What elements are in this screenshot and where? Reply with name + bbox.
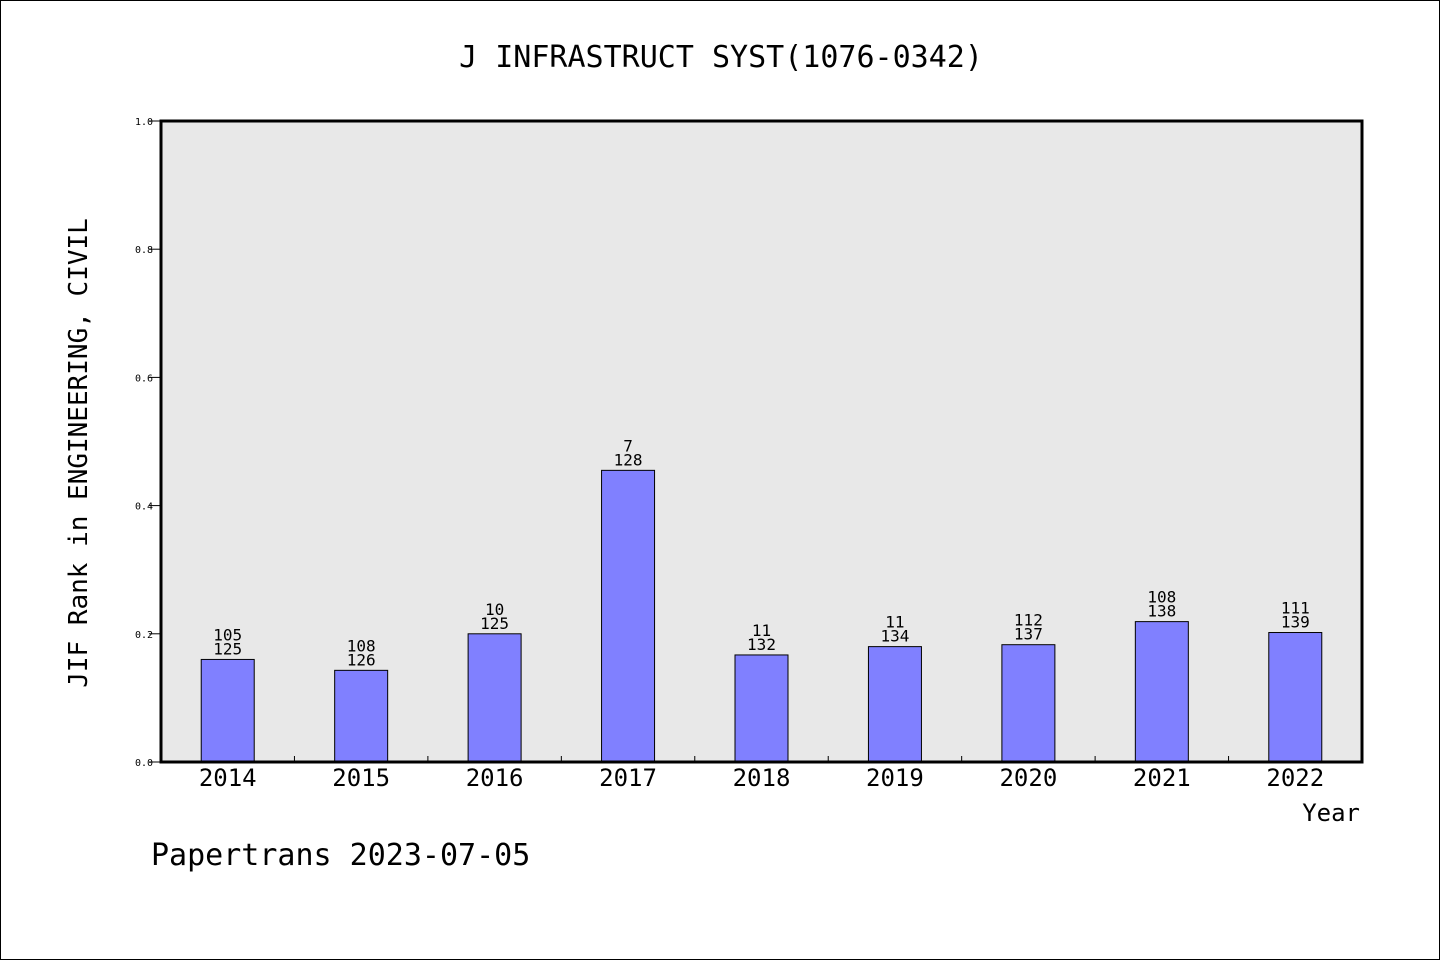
y-tick-label: 0.4 [135,502,153,513]
bar-label-bottom-2014: 125 [213,639,242,658]
y-axis: 0.0 0.2 0.4 0.6 0.8 1.0 [135,117,161,769]
chart-title: J INFRASTRUCT SYST(1076-0342) [459,40,983,75]
bar-label-bottom-2015: 126 [347,650,376,669]
x-tick-label: 2016 [466,764,524,792]
bar-2022 [1268,632,1323,763]
bar-label-top-2017: 7 [623,436,633,455]
bar-label-bottom-2016: 125 [480,614,509,633]
y-tick-label: 0.0 [135,758,153,769]
bar-label-top-2020: 112 [1014,611,1043,630]
bar-label-bottom-2022: 139 [1281,613,1310,632]
bar-label-top-2019: 11 [885,613,904,632]
bar-2016 [467,633,522,763]
bar-label-top-2016: 10 [485,600,504,619]
bar-label-top-2021: 108 [1147,588,1176,607]
plot-border [159,119,1364,764]
x-axis-label: Year [1302,799,1360,827]
x-tick-label: 2019 [866,764,924,792]
x-tick-label: 2020 [999,764,1057,792]
x-tick-label: 2018 [733,764,791,792]
y-tick-label: 0.2 [135,630,153,641]
x-tick-label: 2017 [599,764,657,792]
bar-2015 [334,669,389,763]
footer-credit: Papertrans 2023-07-05 [151,838,530,873]
bar-2014 [200,658,255,763]
bar-2021 [1134,621,1189,763]
bar-label-top-2014: 105 [213,625,242,644]
y-tick-label: 0.8 [135,245,153,256]
x-axis: 2014 2015 2016 2017 2018 2019 2020 2021 2022 [199,756,1324,792]
bar-2019 [867,646,922,763]
bars [200,469,1323,763]
bar-label-bottom-2018: 132 [747,635,776,654]
bar-2017 [601,469,656,763]
bar-label-bottom-2017: 128 [614,450,643,469]
x-tick-label: 2015 [332,764,390,792]
bar-label-top-2022: 111 [1281,599,1310,618]
y-axis-label: JIF Rank in ENGINEERING, CIVIL [64,218,94,688]
bar-label-bottom-2020: 137 [1014,625,1043,644]
bar-label-top-2018: 11 [752,621,771,640]
bar-label-bottom-2019: 134 [880,627,909,646]
y-tick-label: 1.0 [135,117,153,128]
x-tick-label: 2014 [199,764,257,792]
x-tick-label: 2021 [1133,764,1191,792]
bar-label-bottom-2021: 138 [1147,602,1176,621]
bar-2020 [1001,644,1056,763]
x-tick-label: 2022 [1266,764,1324,792]
bar-label-top-2015: 108 [347,636,376,655]
y-tick-label: 0.6 [135,373,153,384]
bar-2018 [734,654,789,763]
